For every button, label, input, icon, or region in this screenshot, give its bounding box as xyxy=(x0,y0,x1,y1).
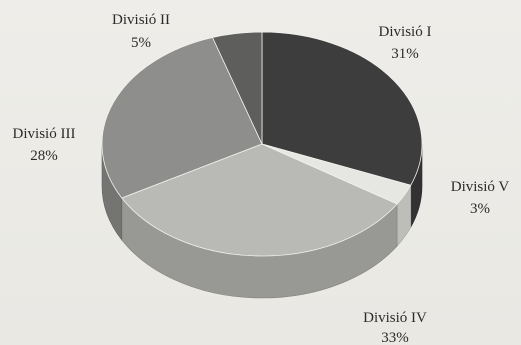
slice-label-divisio-iv: Divisió IV xyxy=(363,310,427,326)
slice-value-divisio-v: 3% xyxy=(470,201,490,217)
slice-value-divisio-iii: 28% xyxy=(30,148,58,164)
slice-label-divisio-i: Divisió I xyxy=(379,24,432,40)
slice-value-divisio-iv: 33% xyxy=(381,330,409,345)
slice-label-divisio-ii: Divisió II xyxy=(112,12,170,28)
slice-value-divisio-ii: 5% xyxy=(131,35,151,51)
pie-top-faces xyxy=(102,32,422,256)
slice-label-divisio-v: Divisió V xyxy=(451,179,510,195)
slice-label-divisio-iii: Divisió III xyxy=(13,126,76,142)
slice-value-divisio-i: 31% xyxy=(391,46,419,62)
